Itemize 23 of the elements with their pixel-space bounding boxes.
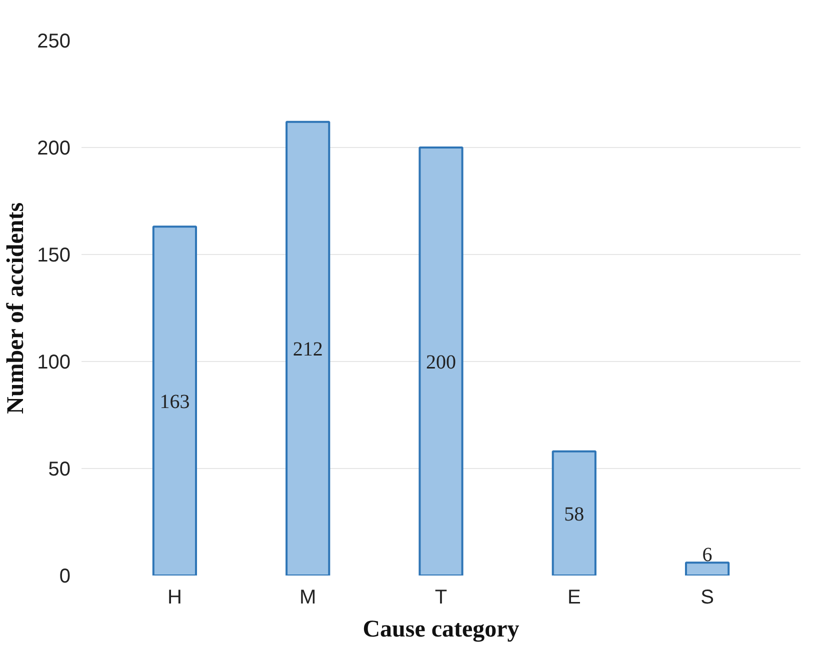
y-tick-label: 150 [37, 244, 71, 266]
x-tick-label: E [567, 586, 581, 608]
data-label: 6 [702, 544, 712, 566]
x-axis-title: Cause category [362, 616, 520, 642]
x-tick-label: T [434, 586, 448, 608]
bar [552, 450, 596, 576]
y-tick-label: 0 [59, 566, 70, 588]
bar [684, 562, 730, 576]
y-tick-label: 250 [37, 30, 71, 52]
data-label: 58 [564, 503, 584, 526]
bar [286, 120, 330, 576]
data-label: 212 [292, 338, 323, 361]
x-tick-label: S [700, 586, 714, 608]
x-tick-label: M [300, 586, 316, 608]
data-label: 163 [160, 391, 190, 414]
bar [418, 146, 464, 576]
y-tick-label: 100 [37, 352, 71, 374]
x-tick-label: H [167, 586, 182, 608]
data-label: 200 [426, 352, 456, 374]
y-tick-label: 50 [48, 458, 71, 480]
y-axis-title: Number of accidents [3, 202, 30, 414]
y-tick-label: 200 [37, 138, 71, 160]
bar [152, 226, 198, 576]
